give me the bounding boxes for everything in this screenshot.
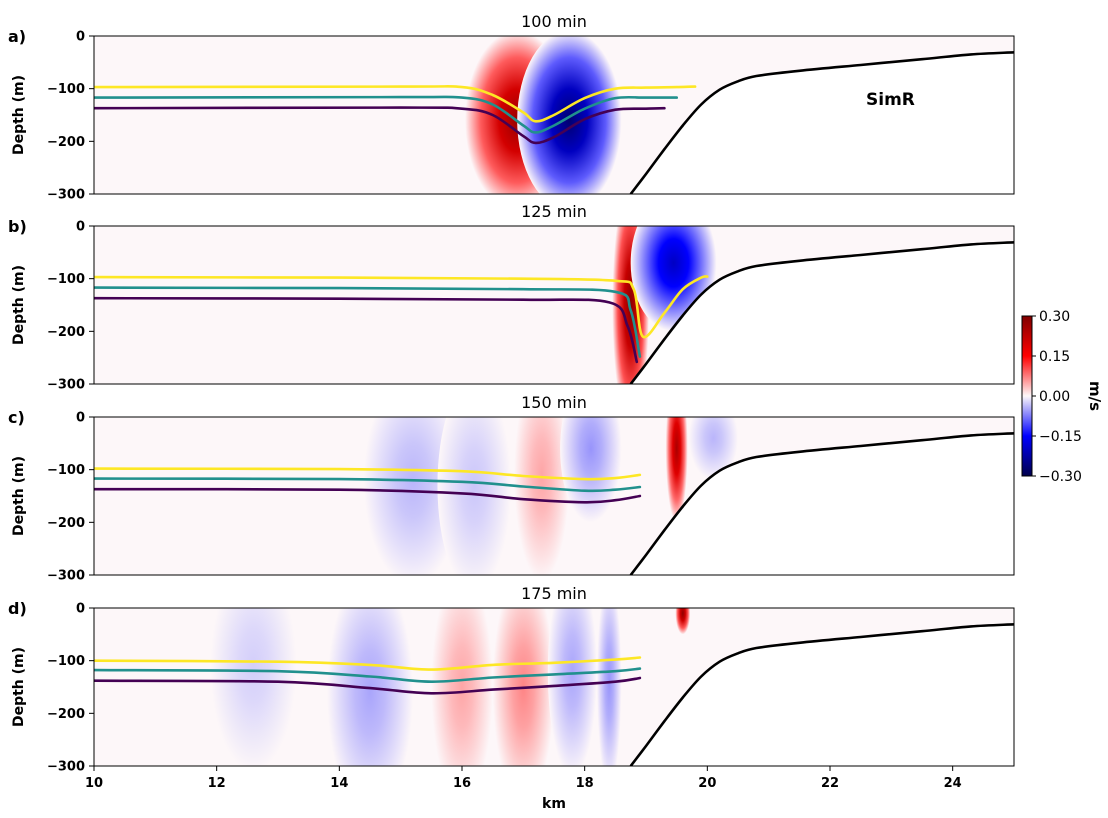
y-axis-label: Depth (m) (11, 456, 27, 536)
bathymetry-line (629, 432, 1014, 575)
bathymetry-line (629, 241, 1014, 384)
x-tick-label: 14 (330, 776, 348, 791)
isopycnal-mid (94, 477, 642, 493)
velocity-anomaly (363, 417, 462, 575)
sim-annotation: SimR (866, 90, 915, 110)
velocity-anomaly (560, 417, 622, 523)
isopycnal-bottom (94, 296, 639, 364)
bathymetry-line (629, 623, 1014, 766)
isopycnal-bottom (94, 106, 666, 145)
velocity-anomaly (517, 36, 622, 194)
panel-frame (93, 416, 1015, 576)
seafloor-mask (630, 242, 1014, 384)
y-tick-label: −300 (47, 188, 85, 203)
velocity-field (94, 608, 1014, 766)
velocity-anomaly (431, 608, 493, 766)
isopycnal-top (94, 275, 709, 339)
velocity-anomaly (665, 417, 688, 523)
x-axis: 10 12 14 16 18 20 22 24 km (85, 766, 962, 812)
velocity-anomaly (675, 608, 691, 635)
seafloor-mask (630, 433, 1014, 575)
colorbar-bar (1021, 315, 1033, 477)
y-axis-label: Depth (m) (11, 75, 27, 155)
colorbar-tick-label: 0.15 (1039, 349, 1070, 365)
x-tick-label: 12 (208, 776, 226, 791)
colorbar-tick-label: −0.15 (1039, 429, 1082, 445)
panel-frame (93, 607, 1015, 767)
isopycnal-bottom (94, 487, 642, 504)
panel-4: 0 −100 −200 −300 Depth (m) 175 min d) (8, 584, 1015, 775)
y-tick-label: −200 (47, 707, 85, 722)
panel-letter: c) (8, 408, 25, 427)
velocity-anomaly (514, 417, 570, 575)
y-tick-label: −300 (47, 569, 85, 584)
velocity-anomaly (210, 608, 297, 766)
y-tick-label: −300 (47, 378, 85, 393)
x-tick-label: 16 (453, 776, 471, 791)
x-tick-label: 20 (698, 776, 716, 791)
panel-letter: a) (8, 27, 26, 46)
y-tick-label: −200 (47, 325, 85, 340)
panel-letter: b) (8, 217, 27, 236)
y-tick-label: −100 (47, 82, 85, 97)
isopycnal-bottom (94, 676, 642, 695)
velocity-anomaly (437, 417, 512, 575)
y-tick-label: 0 (76, 220, 85, 235)
colorbar-tick-label: 0.30 (1039, 309, 1070, 325)
panel-letter: d) (8, 599, 27, 618)
isopycnal-mid (94, 667, 642, 684)
isopycnal-top (94, 85, 697, 123)
isopycnal-mid (94, 286, 642, 358)
velocity-anomaly (547, 608, 597, 766)
x-tick-label: 18 (576, 776, 594, 791)
y-tick-label: −200 (47, 516, 85, 531)
x-tick-label: 24 (944, 776, 962, 791)
velocity-anomaly (688, 417, 738, 481)
velocity-field (94, 417, 1014, 575)
isopycnal-top (94, 656, 642, 671)
panel-title: 125 min (521, 202, 587, 221)
x-axis-label: km (542, 796, 566, 812)
velocity-anomaly (596, 608, 622, 766)
velocity-field (94, 226, 1014, 384)
panel-title: 100 min (521, 12, 587, 31)
panels: 0 −100 −200 −300 Depth (m) 100 min a) SimR 0 −100… (8, 12, 1015, 775)
y-tick-label: −100 (47, 654, 85, 669)
y-axis-label: Depth (m) (11, 265, 27, 345)
panel-frame (93, 225, 1015, 385)
colorbar: 0.30 0.15 0.00 −0.15 −0.30 m/s (1021, 309, 1104, 485)
panel-frame (93, 35, 1015, 195)
seafloor-mask (630, 52, 1014, 194)
y-tick-label: 0 (76, 411, 85, 426)
panel-title: 150 min (521, 393, 587, 412)
y-tick-label: −300 (47, 760, 85, 775)
x-tick-label: 10 (85, 776, 103, 791)
colorbar-tick-label: 0.00 (1039, 389, 1070, 405)
colorbar-label: m/s (1086, 381, 1104, 411)
panel-1: 0 −100 −200 −300 Depth (m) 100 min a) SimR (8, 12, 1015, 203)
y-tick-label: −200 (47, 135, 85, 150)
y-tick-label: −100 (47, 272, 85, 287)
panel-title: 175 min (521, 584, 587, 603)
y-tick-label: 0 (76, 602, 85, 617)
panel-3: 0 −100 −200 −300 Depth (m) 150 min c) (8, 393, 1015, 584)
y-tick-label: 0 (76, 30, 85, 45)
seafloor-mask (630, 624, 1014, 766)
panel-2: 0 −100 −200 −300 Depth (m) 125 min b) (8, 202, 1015, 393)
colorbar-tick-label: −0.30 (1039, 469, 1082, 485)
isopycnal-top (94, 467, 642, 481)
y-axis-label: Depth (m) (11, 647, 27, 727)
y-tick-label: −100 (47, 463, 85, 478)
x-tick-label: 22 (821, 776, 839, 791)
isopycnal-mid (94, 95, 678, 134)
bathymetry-line (629, 51, 1014, 194)
velocity-field (94, 36, 1014, 194)
